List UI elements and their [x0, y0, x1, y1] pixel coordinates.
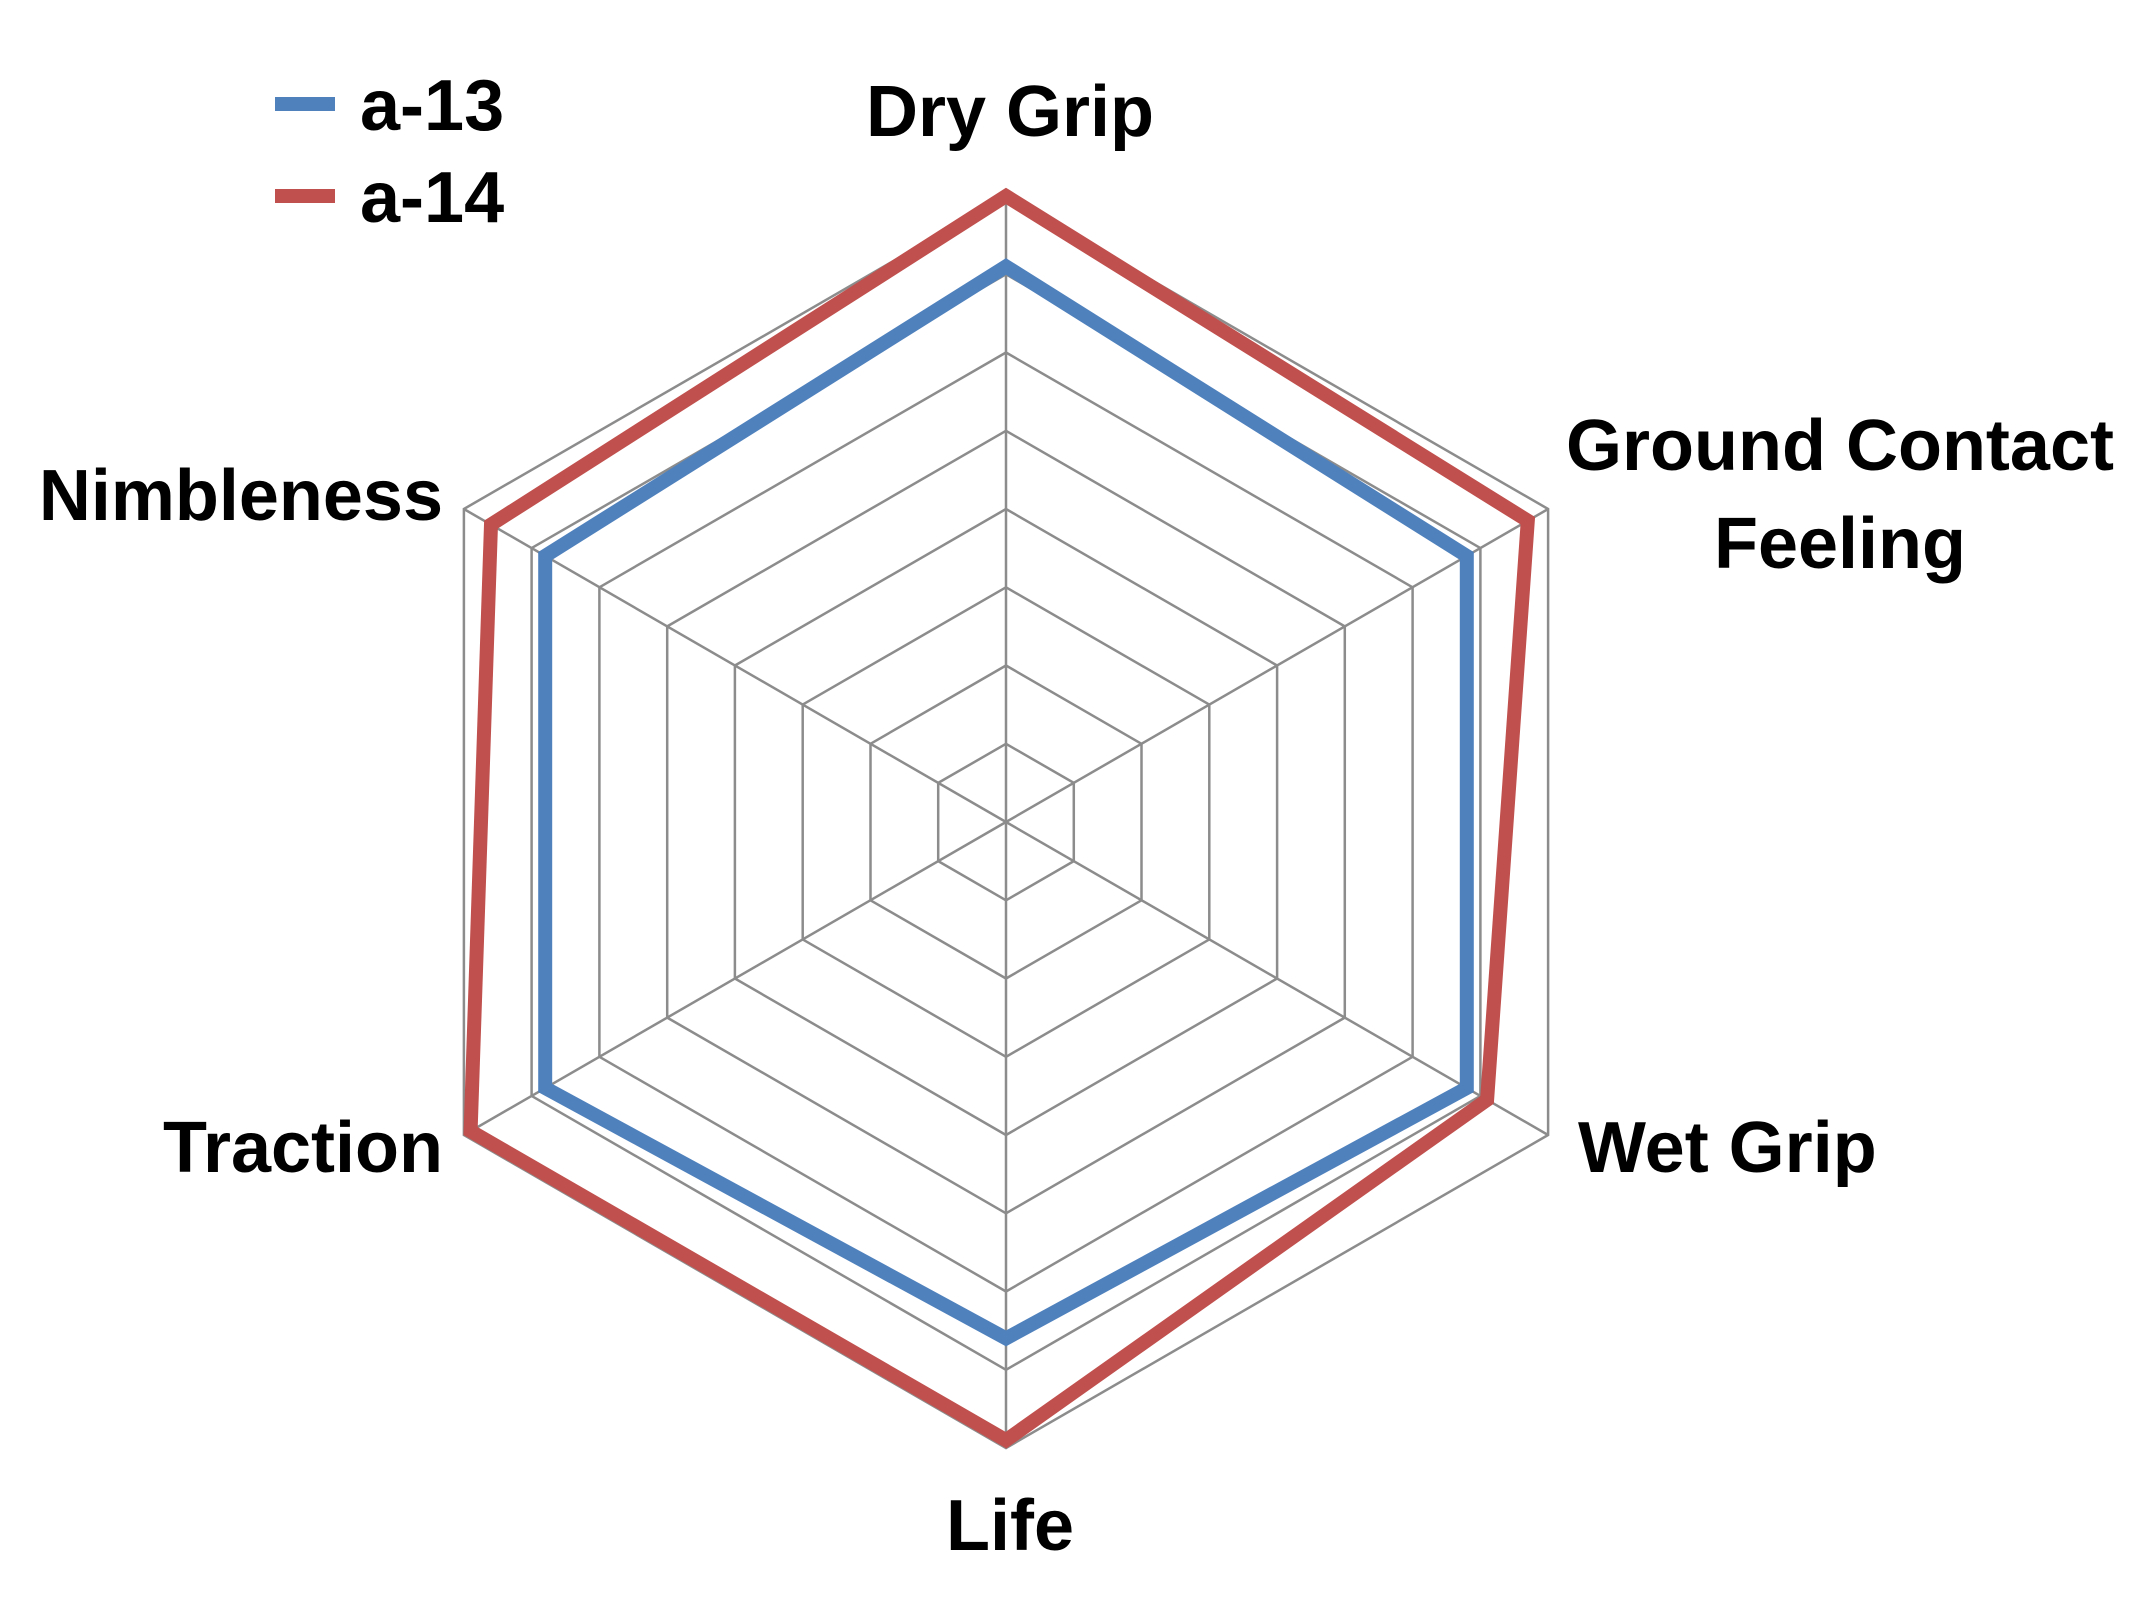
axis-label: Ground Contact Feeling	[1566, 406, 2114, 584]
axis-label-line: Feeling	[1714, 504, 1966, 584]
radar-grid	[462, 194, 1550, 1450]
axis-label-line: Ground Contact	[1566, 406, 2114, 486]
axis-label: Traction	[163, 1108, 443, 1188]
axis-label-line: Traction	[163, 1108, 443, 1188]
grid-spoke	[463, 820, 1007, 1137]
axis-label-line: Life	[946, 1486, 1074, 1566]
radar-series	[463, 187, 1536, 1449]
series-a-13-line	[538, 258, 1474, 1347]
grid-spoke	[1005, 820, 1549, 1137]
legend: a-13 a-14	[275, 66, 504, 238]
grid-spoke	[463, 507, 1007, 824]
axis-label: Nimbleness	[39, 456, 443, 536]
axis-label-line: Dry Grip	[866, 72, 1154, 152]
axis-label: Life	[946, 1486, 1074, 1566]
axis-label-line: Wet Grip	[1578, 1108, 1877, 1188]
axis-label: Dry Grip	[866, 72, 1154, 152]
grid-spoke	[1005, 507, 1549, 824]
legend-label-a-14: a-14	[360, 158, 504, 238]
axis-label: Wet Grip	[1578, 1108, 1877, 1188]
series-a-14-line	[463, 187, 1536, 1449]
legend-label-a-13: a-13	[360, 66, 504, 146]
axis-labels: Dry Grip Ground Contact Feeling Wet Grip Lif…	[39, 72, 2114, 1566]
axis-label-line: Nimbleness	[39, 456, 443, 536]
